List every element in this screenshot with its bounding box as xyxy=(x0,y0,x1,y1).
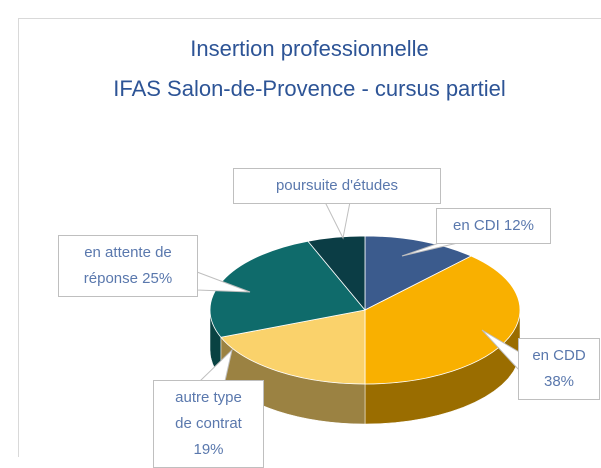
value-label: 12% xyxy=(504,217,534,234)
chart-title: Insertion professionnelle xyxy=(18,36,601,62)
data-label: en CDI 12% xyxy=(436,208,551,244)
category-label: en CDD xyxy=(532,347,585,364)
data-label: en attente de réponse 25% xyxy=(58,235,198,297)
data-label: poursuite d'études xyxy=(233,168,441,204)
chart-subtitle: IFAS Salon-de-Provence - cursus partiel xyxy=(18,76,601,102)
data-label: en CDD 38% xyxy=(518,338,600,400)
value-label: 38% xyxy=(544,373,574,390)
category-label: poursuite d'études xyxy=(276,177,398,194)
page: Insertion professionnelle IFAS Salon-de-… xyxy=(0,0,601,457)
value-label: 19% xyxy=(193,441,223,458)
category-label: en CDI xyxy=(453,217,500,234)
value-label: 25% xyxy=(142,270,172,287)
data-label: autre type de contrat 19% xyxy=(153,380,264,468)
category-label: autre type de contrat xyxy=(175,389,242,432)
